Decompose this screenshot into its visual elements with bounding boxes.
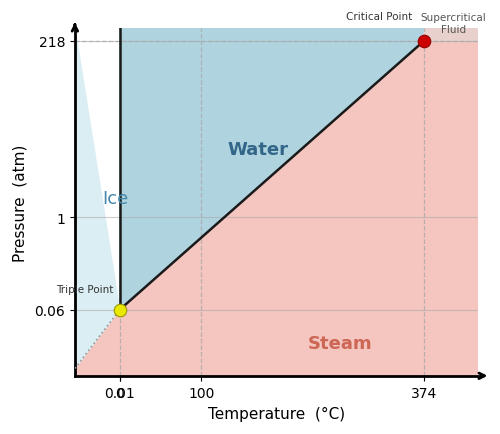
Text: Steam: Steam [308,334,372,352]
Text: Ice: Ice [102,190,129,207]
Polygon shape [75,27,120,376]
Polygon shape [424,29,478,42]
Text: Triple Point: Triple Point [56,285,113,295]
X-axis label: Temperature  (°C): Temperature (°C) [208,407,345,421]
Polygon shape [120,27,424,310]
Text: Water: Water [228,141,288,159]
Y-axis label: Pressure  (atm): Pressure (atm) [12,144,28,261]
Polygon shape [75,42,478,376]
Text: Critical Point: Critical Point [346,12,412,22]
Text: Supercritical
Fluid: Supercritical Fluid [421,13,486,35]
